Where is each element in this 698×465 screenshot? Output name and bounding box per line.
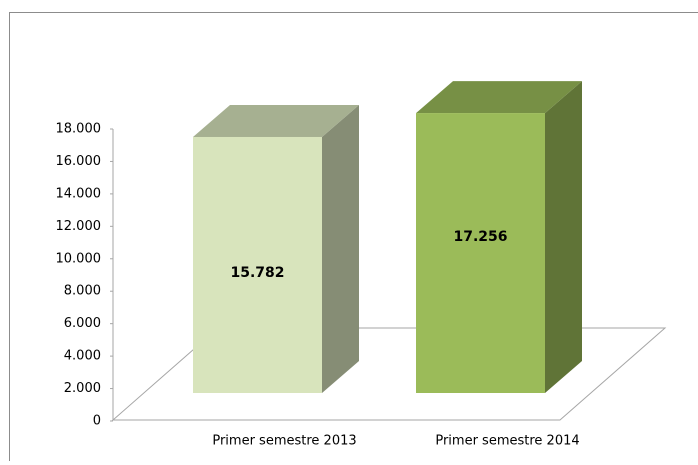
- y-tick-label: 12.000: [56, 219, 102, 234]
- bar-side: [322, 105, 359, 393]
- y-tick-label: 4.000: [64, 349, 101, 364]
- y-tick-label: 16.000: [56, 154, 102, 169]
- y-tick-label: 8.000: [64, 284, 101, 299]
- x-tick-label: Primer semestre 2013: [212, 434, 356, 449]
- y-tick-label: 10.000: [56, 251, 102, 266]
- y-tick-label: 18.000: [56, 122, 102, 137]
- y-tick-label: 6.000: [64, 316, 101, 331]
- bar-side: [545, 81, 582, 393]
- data-label: 17.256: [453, 229, 507, 245]
- bar: [416, 113, 545, 393]
- x-tick-label: Primer semestre 2014: [435, 434, 579, 449]
- y-tick-label: 0: [93, 414, 101, 429]
- y-tick-label: 14.000: [56, 186, 102, 201]
- data-label: 15.782: [230, 265, 284, 281]
- y-tick-label: 2.000: [64, 381, 101, 396]
